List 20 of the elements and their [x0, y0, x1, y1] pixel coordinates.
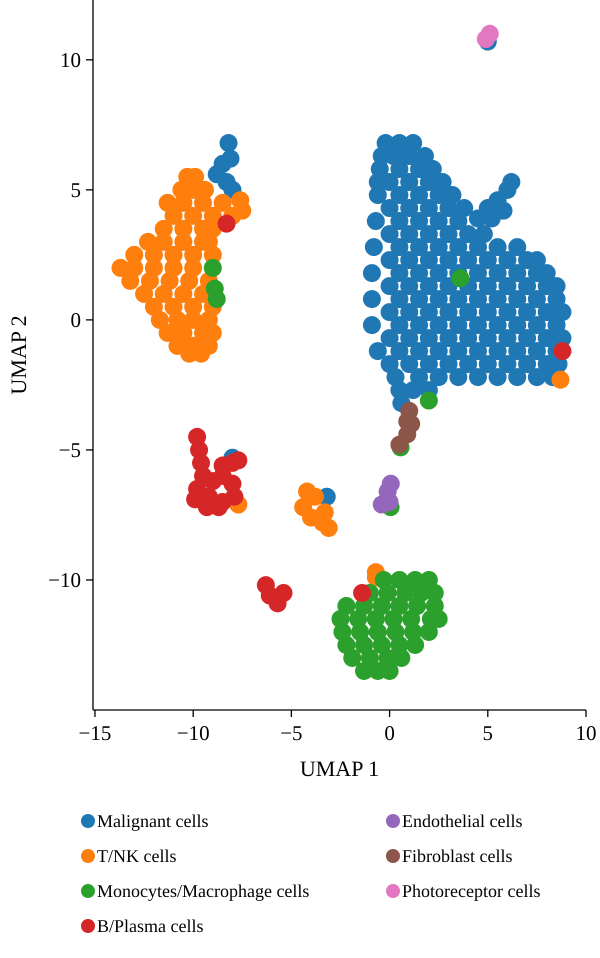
- legend-label: Fibroblast cells: [402, 846, 512, 866]
- x-tick-label: −15: [78, 721, 112, 745]
- x-tick-label: −10: [176, 721, 210, 745]
- legend-label: Monocytes/Macrophage cells: [97, 881, 310, 901]
- x-tick-label: 5: [482, 721, 494, 745]
- x-tick-label: 0: [384, 721, 395, 745]
- legend-label: Endothelial cells: [402, 811, 522, 831]
- legend-label: B/Plasma cells: [97, 916, 204, 936]
- y-tick-label: −10: [48, 568, 81, 592]
- y-tick-label: 0: [70, 308, 81, 332]
- y-tick-label: 10: [60, 48, 81, 72]
- x-tick-label: −5: [280, 721, 303, 745]
- y-tick-label: 5: [70, 178, 81, 202]
- y-tick-label: −5: [58, 438, 81, 462]
- x-tick-label: 10: [576, 721, 596, 745]
- y-axis-title: UMAP 2: [6, 315, 31, 395]
- legend-label: Photoreceptor cells: [402, 881, 540, 901]
- x-axis-title: UMAP 1: [300, 756, 380, 781]
- legend-label: T/NK cells: [97, 846, 176, 866]
- legend-label: Malignant cells: [97, 811, 208, 831]
